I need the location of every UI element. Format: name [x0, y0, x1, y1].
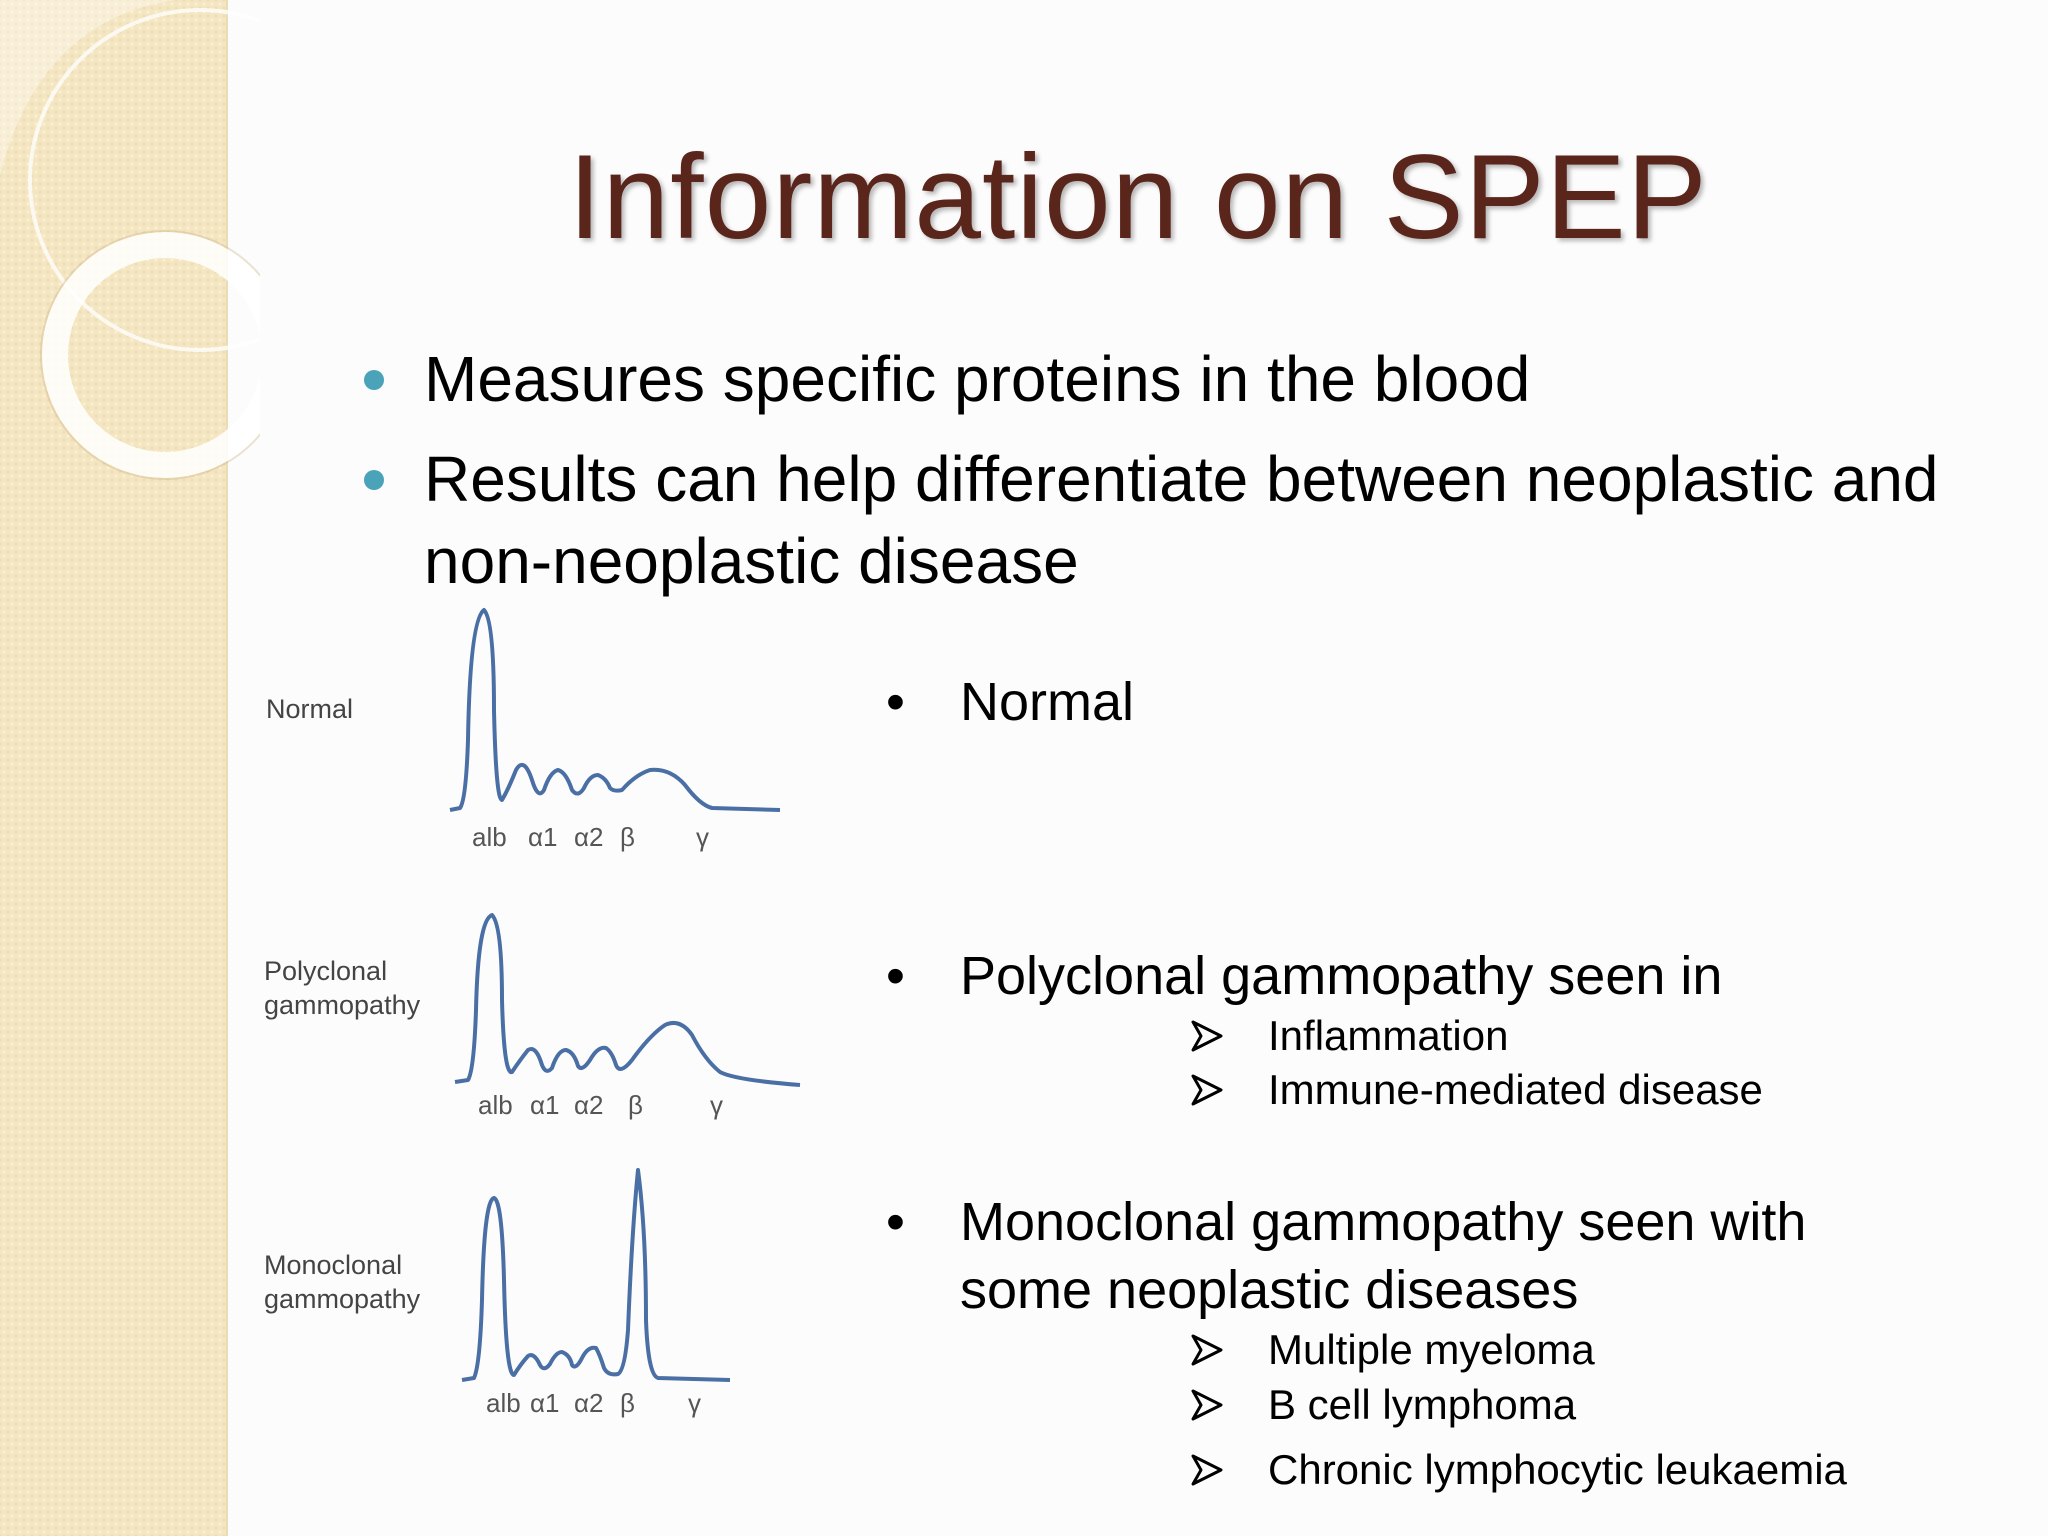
bullet-icon: •	[886, 672, 905, 732]
main-bullet: Measures specific proteins in the blood	[360, 338, 2024, 420]
spep-trace	[461, 1168, 731, 1382]
bullet-icon: •	[886, 946, 905, 1006]
axis-label: α1	[528, 822, 558, 852]
main-bullet-list: Measures specific proteins in the blood …	[360, 338, 2024, 620]
axis-label: γ	[696, 822, 709, 852]
decorative-rings	[0, 0, 260, 480]
axis-label: α2	[574, 1090, 604, 1120]
spep-graph-polyclonal: Polyclonal gammopathy alb α1 α2 β γ	[240, 900, 820, 1140]
arrowhead-icon	[1191, 1074, 1223, 1106]
side-bullet-text: Polyclonal gammopathy seen in	[960, 946, 1723, 1006]
spep-trace	[449, 608, 781, 812]
arrowhead-icon	[1191, 1334, 1223, 1366]
spep-graph-normal: Normal alb α1 α2 β γ	[240, 600, 800, 870]
teal-dot-icon	[364, 370, 384, 390]
bullet-icon: •	[886, 1192, 905, 1252]
sub-bullet-text: Inflammation	[1268, 1012, 1509, 1059]
sub-bullet-text: Chronic lymphocytic leukaemia	[1268, 1446, 1847, 1493]
axis-label: α1	[530, 1090, 560, 1120]
graph-label: Normal	[266, 694, 354, 724]
axis-label: α2	[574, 1388, 604, 1418]
main-bullet-text: Measures specific proteins in the blood	[424, 343, 1531, 415]
graph-label: Polyclonal gammopathy	[264, 956, 421, 1020]
arrowhead-icon	[1191, 1020, 1223, 1052]
sub-bullet-text: Immune-mediated disease	[1268, 1066, 1763, 1113]
graph-label: Monoclonal gammopathy	[264, 1250, 421, 1314]
sub-bullet-text: Multiple myeloma	[1268, 1326, 1595, 1373]
side-bullet-text: Normal	[960, 672, 1135, 732]
axis-label: alb	[478, 1090, 513, 1120]
sub-bullet-text: B cell lymphoma	[1268, 1381, 1577, 1428]
axis-label: α2	[574, 822, 604, 852]
band-edge	[226, 0, 228, 1536]
axis-label: γ	[710, 1090, 723, 1120]
spep-trace	[454, 913, 801, 1087]
axis-label: β	[620, 1388, 635, 1418]
axis-label: β	[628, 1090, 643, 1120]
axis-label: alb	[486, 1388, 521, 1418]
axis-label: alb	[472, 822, 507, 852]
axis-label: α1	[530, 1388, 560, 1418]
spep-graph-monoclonal: Monoclonal gammopathy alb α1 α2 β γ	[240, 1160, 780, 1430]
main-bullet: Results can help differentiate between n…	[360, 438, 2024, 602]
main-bullet-text: Results can help differentiate between n…	[424, 443, 1939, 597]
slide-title: Information on SPEP	[568, 130, 1708, 264]
arrowhead-icon	[1191, 1454, 1223, 1486]
side-bullet-text: Monoclonal gammopathy seen with some neo…	[960, 1192, 1807, 1320]
teal-dot-icon	[364, 470, 384, 490]
arrowhead-icon	[1191, 1389, 1223, 1421]
axis-label: β	[620, 822, 635, 852]
axis-label: γ	[688, 1388, 701, 1418]
